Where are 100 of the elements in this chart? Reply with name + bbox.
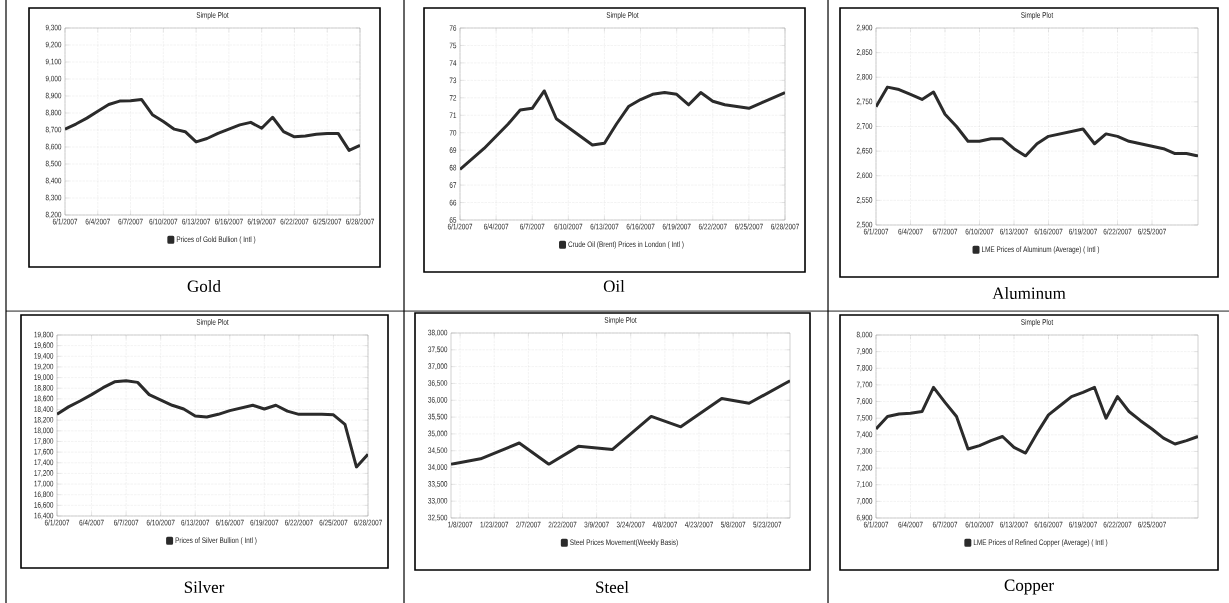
y-tick-label: 9,000 (45, 75, 62, 83)
text: Silver (184, 581, 225, 593)
x-tick-label: 6/1/2007 (863, 228, 889, 235)
y-tick-label: 33,000 (428, 497, 448, 505)
y-tick-label: 66 (449, 199, 457, 206)
y-tick-label: 19,000 (34, 374, 54, 381)
y-tick-label: 17,800 (34, 438, 54, 445)
x-tick-label: 6/19/2007 (1069, 521, 1097, 528)
y-tick-label: 7,000 (856, 498, 873, 505)
y-tick-label: 8,500 (45, 160, 62, 168)
y-tick-label: 18,000 (34, 427, 54, 435)
x-tick-label: 6/22/2007 (280, 218, 309, 225)
x-tick-label: 6/19/2007 (247, 218, 276, 225)
x-tick-label: 6/13/2007 (182, 218, 211, 225)
y-tick-label: 34,000 (428, 464, 448, 471)
x-tick-label: 4/8/2007 (652, 521, 677, 528)
chart-title: Simple Plot (1021, 12, 1054, 20)
x-tick-label: 6/1/2007 (447, 223, 473, 230)
x-tick-label: 2/22/2007 (548, 521, 577, 528)
x-tick-label: 6/10/2007 (149, 218, 178, 225)
x-tick-label: 6/10/2007 (554, 223, 583, 230)
legend-label: Prices of Silver Bullion ( Intl ) (175, 537, 257, 545)
y-tick-label: 8,200 (45, 211, 62, 219)
y-tick-label: 7,300 (856, 448, 873, 455)
y-tick-label: 7,400 (856, 431, 873, 439)
y-tick-label: 8,300 (45, 194, 62, 202)
x-tick-label: 6/13/2007 (590, 223, 619, 230)
y-tick-label: 9,300 (45, 24, 62, 32)
y-tick-label: 32,500 (428, 514, 448, 522)
x-tick-label: 6/22/2007 (1103, 521, 1132, 528)
x-tick-label: 6/19/2007 (662, 223, 691, 230)
y-tick-label: 18,800 (34, 384, 54, 392)
x-tick-label: 6/16/2007 (214, 218, 243, 225)
x-tick-label: 6/7/2007 (118, 218, 143, 225)
y-tick-label: 67 (449, 182, 457, 188)
legend-label: Prices of Gold Bullion ( Intl ) (176, 236, 256, 244)
x-tick-label: 3/24/2007 (616, 521, 645, 528)
text: Aluminum (992, 287, 1066, 299)
x-tick-label: 6/19/2007 (1069, 228, 1097, 235)
x-tick-label: 6/7/2007 (520, 223, 545, 230)
y-tick-label: 17,600 (34, 448, 54, 456)
legend-label: Crude Oil (Brent) Prices in London ( Intl ) (568, 241, 684, 249)
chart-title: Simple Plot (604, 317, 637, 325)
y-tick-label: 68 (449, 164, 457, 171)
y-tick-label: 35,000 (428, 430, 448, 438)
x-tick-label: 1/8/2007 (448, 521, 473, 528)
x-tick-label: 6/4/2007 (898, 228, 923, 235)
y-tick-label: 8,700 (45, 126, 62, 134)
line-series (876, 385, 1199, 455)
x-tick-label: 6/16/2007 (1034, 521, 1063, 528)
x-tick-label: 5/8/2007 (720, 521, 746, 528)
x-tick-label: 6/13/2007 (181, 519, 210, 526)
y-tick-label: 8,400 (45, 177, 62, 185)
y-tick-label: 2,750 (856, 98, 873, 106)
legend-label: LME Prices of Refined Copper (Average) ( Intl ) (973, 539, 1108, 547)
x-tick-label: 6/1/2007 (44, 519, 70, 526)
y-tick-label: 65 (449, 217, 457, 223)
y-tick-label: 8,600 (45, 143, 62, 151)
x-tick-label: 6/16/2007 (1034, 228, 1063, 235)
line-series (451, 379, 791, 466)
legend-label: LME Prices of Aluminum (Average) ( Intl ) (982, 246, 1100, 254)
y-tick-label: 33,500 (428, 481, 448, 488)
y-tick-label: 17,000 (34, 480, 54, 488)
x-tick-label: 3/9/2007 (584, 521, 609, 528)
x-tick-label: 6/16/2007 (626, 223, 655, 230)
y-tick-label: 17,200 (34, 470, 54, 477)
y-tick-label: 16,800 (34, 491, 54, 499)
y-tick-label: 70 (449, 129, 457, 136)
x-tick-label: 6/1/2007 (52, 218, 78, 225)
y-tick-label: 69 (449, 147, 457, 154)
y-tick-label: 74 (449, 60, 457, 66)
text: Copper (1004, 579, 1054, 595)
y-tick-label: 72 (449, 95, 457, 101)
y-tick-label: 2,700 (856, 123, 873, 130)
x-tick-label: 6/28/2007 (346, 218, 374, 225)
y-tick-label: 2,550 (856, 197, 873, 204)
x-tick-label: 6/4/2007 (483, 223, 509, 230)
y-tick-label: 75 (449, 42, 457, 49)
y-tick-label: 7,100 (856, 481, 873, 489)
x-tick-label: 6/28/2007 (771, 223, 799, 230)
y-tick-label: 38,000 (428, 329, 448, 337)
y-tick-label: 7,800 (856, 364, 873, 372)
x-tick-label: 6/25/2007 (1138, 228, 1166, 235)
x-tick-label: 6/25/2007 (313, 218, 342, 225)
y-tick-label: 76 (449, 25, 457, 31)
x-tick-label: 6/22/2007 (698, 223, 727, 230)
x-tick-label: 6/7/2007 (113, 519, 139, 526)
y-tick-label: 9,200 (45, 41, 62, 49)
legend-label: Steel Prices Movement(Weekly Basis) (570, 539, 678, 547)
y-tick-label: 19,400 (34, 353, 54, 360)
y-tick-label: 2,850 (856, 49, 873, 56)
x-tick-label: 6/25/2007 (1138, 521, 1166, 528)
y-tick-label: 36,500 (428, 380, 448, 387)
x-tick-label: 6/4/2007 (898, 521, 923, 528)
y-tick-label: 35,500 (428, 413, 448, 421)
chart-title: Simple Plot (606, 12, 639, 20)
y-tick-label: 7,900 (856, 348, 873, 355)
x-tick-label: 6/7/2007 (932, 521, 958, 528)
y-tick-label: 2,900 (856, 24, 873, 32)
y-tick-label: 36,000 (428, 396, 448, 404)
